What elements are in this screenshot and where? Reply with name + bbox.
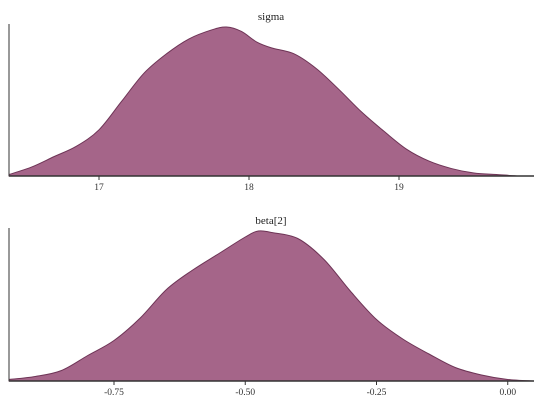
beta2-density-area [8,230,535,382]
beta2-x-tick-label: 0.00 [499,388,516,398]
sigma-x-tick-label: 18 [244,183,254,193]
beta2-x-tick-label: -0.25 [367,388,387,398]
beta2-x-ticks: -0.75 -0.50 -0.25 0.00 [104,381,516,398]
beta2-x-tick-label: -0.50 [235,388,255,398]
sigma-density-area [8,26,534,177]
panel-title-beta2: beta[2] [255,215,286,227]
sigma-density-panel: sigma 17 18 19 [8,11,534,193]
sigma-x-tick-label: 17 [94,183,104,193]
beta2-density-panel: beta[2] -0.75 -0.50 -0.25 0.00 [8,215,535,398]
sigma-x-tick-label: 19 [394,183,404,193]
sigma-x-ticks: 17 18 19 [94,176,404,193]
panel-title-sigma: sigma [258,11,284,23]
beta2-x-tick-label: -0.75 [104,388,124,398]
